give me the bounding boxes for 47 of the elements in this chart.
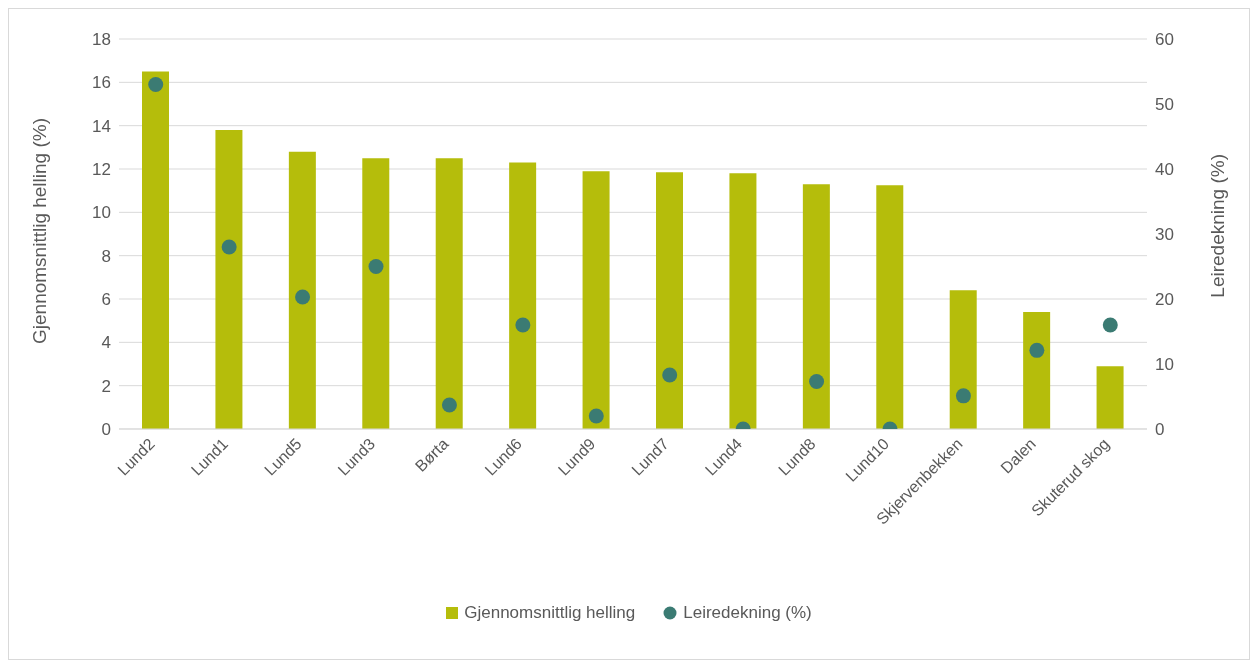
y2-axis-title: Leiredekning (%)	[1206, 154, 1228, 298]
point	[1102, 317, 1118, 333]
bar	[1096, 366, 1124, 429]
bar	[656, 172, 683, 429]
bar	[362, 158, 390, 429]
point	[1029, 342, 1045, 358]
y-tick-label: 14	[92, 116, 111, 136]
legend-label: Gjennomsnittlig helling	[464, 603, 636, 623]
y2-tick-label: 30	[1155, 225, 1174, 245]
point	[662, 367, 678, 383]
y2-tick-label: 0	[1155, 420, 1165, 440]
y2-tick-label: 10	[1155, 355, 1174, 375]
y2-tick-label: 50	[1155, 95, 1174, 115]
y-tick-label: 12	[92, 160, 111, 180]
point	[441, 397, 457, 413]
point	[588, 408, 604, 424]
point	[515, 317, 531, 333]
point	[221, 239, 237, 255]
point	[955, 388, 971, 404]
bar	[509, 162, 537, 429]
y2-tick-label: 40	[1155, 160, 1174, 180]
y-tick-label: 16	[92, 73, 111, 93]
y-tick-label: 2	[101, 376, 111, 396]
y-axis-title: Gjennomsnittlig helling (%)	[28, 118, 50, 344]
point	[368, 259, 384, 274]
bar	[876, 185, 904, 429]
point	[295, 289, 311, 305]
bar	[802, 184, 830, 429]
y-tick-label: 10	[92, 203, 111, 223]
y-tick-label: 8	[101, 246, 111, 266]
y-tick-label: 0	[101, 420, 111, 440]
bar	[142, 71, 169, 429]
y2-tick-label: 20	[1155, 290, 1174, 310]
legend-label: Leiredekning (%)	[683, 603, 812, 623]
bar	[435, 158, 463, 429]
bar	[949, 290, 977, 429]
y2-tick-label: 60	[1155, 30, 1174, 50]
y-tick-label: 18	[92, 30, 111, 50]
bar	[582, 171, 610, 429]
bar	[215, 130, 243, 429]
y-tick-label: 6	[101, 290, 111, 310]
point	[809, 374, 825, 390]
bar	[288, 151, 316, 429]
y-tick-label: 4	[101, 333, 111, 353]
bar	[1023, 312, 1051, 429]
bar	[729, 173, 757, 429]
point	[148, 77, 164, 92]
